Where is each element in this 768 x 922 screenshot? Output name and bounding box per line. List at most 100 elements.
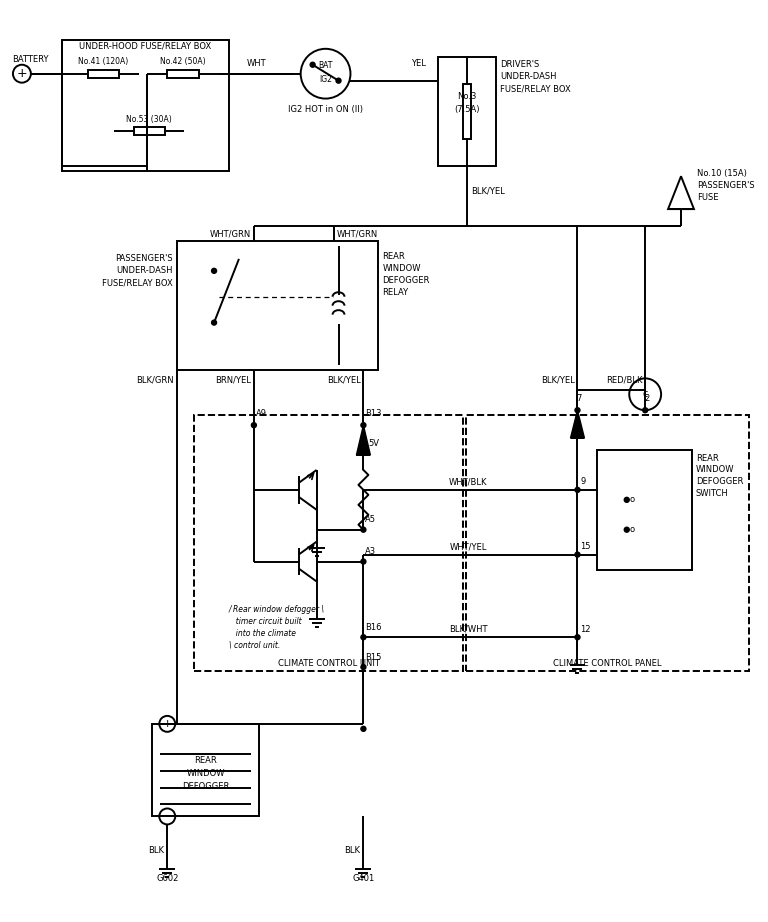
- Text: BLK: BLK: [148, 845, 164, 855]
- Text: RELAY: RELAY: [382, 289, 409, 297]
- Text: UNDER-DASH: UNDER-DASH: [117, 266, 174, 276]
- Text: BLK: BLK: [344, 845, 360, 855]
- Circle shape: [361, 422, 366, 428]
- Bar: [167, 70, 199, 77]
- Text: G401: G401: [353, 874, 375, 882]
- Circle shape: [211, 268, 217, 273]
- Text: FUSE: FUSE: [697, 193, 718, 202]
- Circle shape: [575, 552, 580, 557]
- Text: \ control unit.: \ control unit.: [229, 641, 280, 650]
- Circle shape: [575, 408, 580, 413]
- Circle shape: [336, 78, 341, 83]
- Text: / Rear window defogger \: / Rear window defogger \: [229, 605, 325, 614]
- Text: into the climate: into the climate: [231, 629, 296, 638]
- Text: BATTERY: BATTERY: [12, 55, 48, 65]
- Polygon shape: [356, 425, 370, 455]
- Text: BLK/YEL: BLK/YEL: [326, 376, 360, 384]
- Text: RED/BLK: RED/BLK: [606, 376, 642, 384]
- Text: B13: B13: [366, 408, 382, 418]
- Circle shape: [361, 634, 366, 640]
- Text: IG2: IG2: [319, 76, 332, 84]
- Text: UNDER-HOOD FUSE/RELAY BOX: UNDER-HOOD FUSE/RELAY BOX: [79, 41, 211, 51]
- Text: WHT/GRN: WHT/GRN: [210, 230, 251, 239]
- Bar: [88, 70, 119, 77]
- Text: CLIMATE CONTROL UNIT: CLIMATE CONTROL UNIT: [277, 658, 379, 668]
- Circle shape: [361, 665, 366, 669]
- Text: BLK/YEL: BLK/YEL: [471, 186, 505, 195]
- Circle shape: [251, 422, 257, 428]
- Text: No.42 (50A): No.42 (50A): [161, 57, 206, 66]
- Text: A5: A5: [366, 515, 376, 525]
- Text: B15: B15: [366, 653, 382, 662]
- Circle shape: [361, 527, 366, 532]
- Text: 9: 9: [581, 478, 586, 487]
- Bar: [177, 241, 379, 371]
- Text: No.41 (120A): No.41 (120A): [78, 57, 129, 66]
- Circle shape: [575, 634, 580, 640]
- Text: timer circuit built: timer circuit built: [231, 617, 302, 626]
- Text: DEFOGGER: DEFOGGER: [696, 478, 743, 487]
- Text: WHT/GRN: WHT/GRN: [336, 230, 378, 239]
- Text: WHT/BLK: WHT/BLK: [449, 478, 487, 487]
- Text: WINDOW: WINDOW: [187, 769, 225, 778]
- Text: A3: A3: [366, 547, 376, 556]
- Text: REAR: REAR: [194, 756, 217, 765]
- Text: PASSENGER'S: PASSENGER'S: [697, 181, 755, 190]
- Text: o: o: [630, 495, 635, 504]
- Text: REAR: REAR: [696, 454, 719, 463]
- Circle shape: [361, 559, 366, 564]
- Text: WHT/YEL: WHT/YEL: [449, 542, 487, 551]
- Bar: [598, 450, 692, 570]
- Text: +: +: [17, 67, 27, 80]
- Circle shape: [624, 527, 629, 532]
- Text: IG2 HOT in ON (II): IG2 HOT in ON (II): [288, 105, 363, 114]
- Text: UNDER-DASH: UNDER-DASH: [500, 72, 556, 81]
- Text: (7.5A): (7.5A): [454, 105, 480, 114]
- Circle shape: [575, 488, 580, 492]
- Text: DRIVER'S: DRIVER'S: [500, 60, 539, 69]
- Text: −: −: [163, 811, 172, 822]
- Text: BLK/WHT: BLK/WHT: [449, 625, 487, 633]
- Text: WINDOW: WINDOW: [696, 466, 734, 475]
- Text: c: c: [643, 389, 648, 399]
- Circle shape: [643, 408, 647, 413]
- Text: 5V: 5V: [369, 439, 379, 447]
- Text: WINDOW: WINDOW: [382, 265, 421, 273]
- Circle shape: [211, 320, 217, 325]
- Text: FUSE/RELAY BOX: FUSE/RELAY BOX: [500, 84, 571, 93]
- Bar: [463, 84, 471, 139]
- Text: WHT: WHT: [247, 59, 266, 68]
- Text: B16: B16: [366, 622, 382, 632]
- Bar: [466, 415, 749, 671]
- Text: 15: 15: [581, 542, 591, 551]
- Polygon shape: [571, 410, 584, 438]
- Text: G602: G602: [156, 874, 178, 882]
- Text: 12: 12: [581, 625, 591, 633]
- Circle shape: [361, 727, 366, 731]
- Text: No.3: No.3: [457, 92, 477, 101]
- Text: o: o: [630, 526, 635, 534]
- Bar: [194, 415, 463, 671]
- Text: No.10 (15A): No.10 (15A): [697, 169, 746, 178]
- Text: BAT: BAT: [319, 61, 333, 70]
- Text: BLK/GRN: BLK/GRN: [137, 376, 174, 384]
- Bar: [61, 40, 229, 171]
- Text: DEFOGGER: DEFOGGER: [182, 782, 230, 791]
- Text: +: +: [163, 719, 172, 729]
- Text: No.53 (30A): No.53 (30A): [127, 115, 172, 124]
- Circle shape: [310, 63, 315, 67]
- Text: DEFOGGER: DEFOGGER: [382, 277, 430, 285]
- Text: PASSENGER'S: PASSENGER'S: [116, 254, 174, 264]
- Text: SWITCH: SWITCH: [696, 490, 729, 499]
- Bar: [152, 724, 259, 817]
- Circle shape: [624, 497, 629, 502]
- Text: 7: 7: [577, 394, 582, 403]
- Bar: [438, 57, 496, 166]
- Text: 2: 2: [644, 394, 650, 403]
- Text: CLIMATE CONTROL PANEL: CLIMATE CONTROL PANEL: [553, 658, 661, 668]
- Text: BLK/YEL: BLK/YEL: [541, 376, 574, 384]
- Text: FUSE/RELAY BOX: FUSE/RELAY BOX: [102, 278, 174, 288]
- Text: REAR: REAR: [382, 253, 405, 262]
- Bar: [134, 127, 164, 136]
- Text: A9: A9: [256, 408, 267, 418]
